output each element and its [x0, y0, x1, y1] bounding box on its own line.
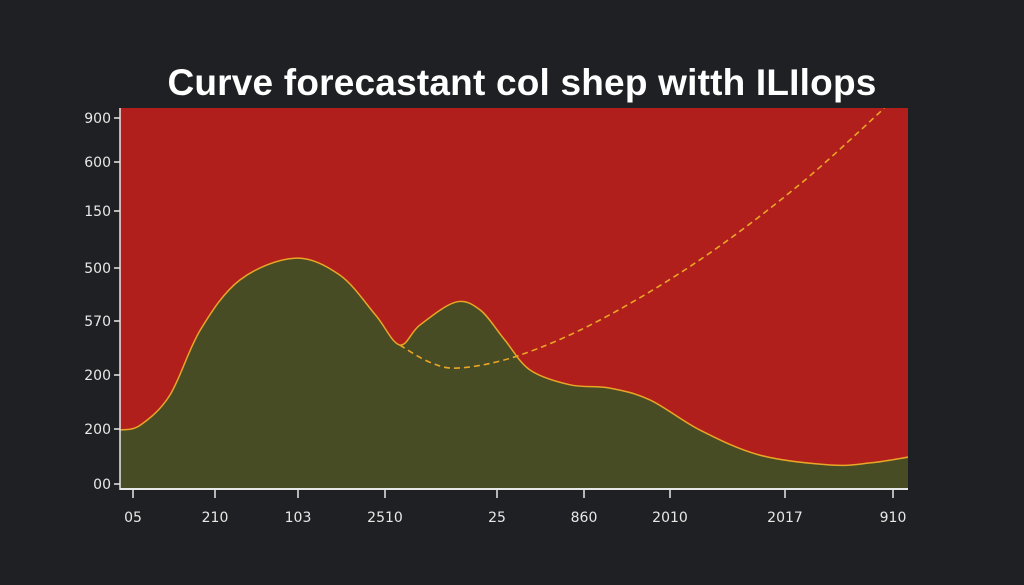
y-tick-label: 500 — [84, 261, 111, 277]
area-outline — [120, 257, 908, 467]
y-tick-label: 900 — [84, 111, 111, 127]
x-tick-label: 2510 — [367, 510, 403, 526]
x-tick-label: 910 — [880, 510, 907, 526]
x-tick-label: 2017 — [767, 510, 803, 526]
y-tick-label: 570 — [84, 314, 111, 330]
y-tick-label: 150 — [84, 204, 111, 220]
y-tick-label: 00 — [93, 477, 111, 493]
x-tick-label: 210 — [202, 510, 229, 526]
area-fill — [120, 258, 908, 488]
dashed-forecast-line — [399, 108, 885, 369]
x-tick-label: 103 — [285, 510, 312, 526]
y-tick-label: 600 — [84, 155, 111, 171]
chart-title: Curve forecastant col shep witth ILIlops — [167, 62, 877, 103]
x-tick-label: 05 — [124, 510, 142, 526]
x-tick-label: 25 — [488, 510, 506, 526]
x-tick-label: 860 — [571, 510, 598, 526]
y-tick-label: 200 — [84, 368, 111, 384]
y-tick-label: 200 — [84, 422, 111, 438]
x-tick-label: 2010 — [652, 510, 688, 526]
